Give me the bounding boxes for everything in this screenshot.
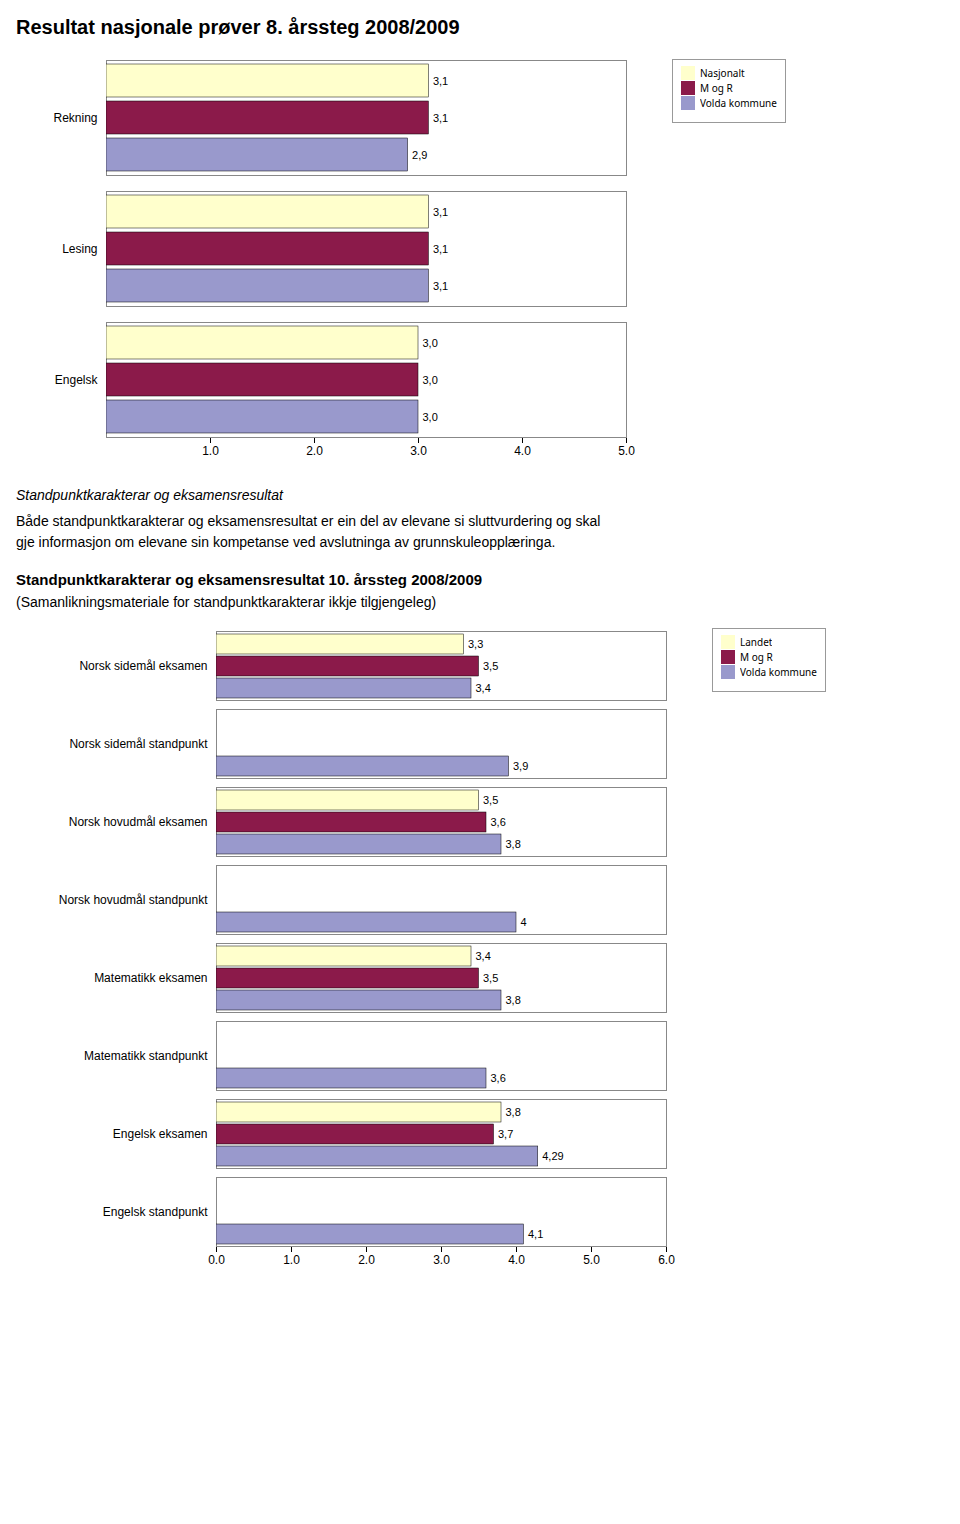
- svg-text:3,1: 3,1: [433, 206, 448, 218]
- svg-text:3,8: 3,8: [506, 838, 521, 850]
- svg-text:4.0: 4.0: [508, 1253, 525, 1267]
- svg-text:5.0: 5.0: [618, 444, 635, 458]
- svg-text:4,29: 4,29: [542, 1150, 563, 1162]
- svg-text:3,5: 3,5: [483, 794, 498, 806]
- svg-text:Matematikk standpunkt: Matematikk standpunkt: [84, 1049, 208, 1063]
- html-text:M og R: M og R: [700, 81, 733, 95]
- svg-text:Norsk sidemål standpunkt: Norsk sidemål standpunkt: [69, 737, 208, 751]
- svg-text:1.0: 1.0: [202, 444, 219, 458]
- svg-text:1.0: 1.0: [283, 1253, 300, 1267]
- svg-text:3,7: 3,7: [498, 1128, 513, 1140]
- html-text:Standpunktkarakterar og eksame: Standpunktkarakterar og eksamensresultat…: [16, 571, 483, 588]
- svg-text:3.0: 3.0: [433, 1253, 450, 1267]
- svg-text:3,9: 3,9: [513, 760, 528, 772]
- svg-text:3,0: 3,0: [423, 374, 438, 386]
- svg-text:3,6: 3,6: [491, 1072, 506, 1084]
- svg-text:4: 4: [521, 916, 527, 928]
- html-text:Volda kommune: Volda kommune: [700, 96, 777, 110]
- svg-text:5.0: 5.0: [583, 1253, 600, 1267]
- svg-text:Rekning: Rekning: [53, 111, 97, 125]
- svg-text:Engelsk eksamen: Engelsk eksamen: [113, 1127, 208, 1141]
- svg-text:2.0: 2.0: [306, 444, 323, 458]
- svg-text:3,6: 3,6: [491, 816, 506, 828]
- svg-text:2.0: 2.0: [358, 1253, 375, 1267]
- svg-text:Norsk hovudmål standpunkt: Norsk hovudmål standpunkt: [59, 893, 208, 907]
- svg-text:Norsk hovudmål eksamen: Norsk hovudmål eksamen: [69, 815, 208, 829]
- svg-text:Engelsk: Engelsk: [55, 373, 99, 387]
- svg-text:Matematikk eksamen: Matematikk eksamen: [94, 971, 207, 985]
- html-text:Nasjonalt: Nasjonalt: [700, 66, 745, 80]
- svg-text:2,9: 2,9: [412, 149, 427, 161]
- svg-text:3,1: 3,1: [433, 280, 448, 292]
- svg-text:Norsk sidemål eksamen: Norsk sidemål eksamen: [79, 659, 207, 673]
- svg-text:3,1: 3,1: [433, 112, 448, 124]
- svg-text:0.0: 0.0: [208, 1253, 225, 1267]
- svg-text:3,4: 3,4: [476, 682, 491, 694]
- svg-text:3,4: 3,4: [476, 950, 491, 962]
- svg-text:3,0: 3,0: [423, 411, 438, 423]
- svg-text:Lesing: Lesing: [62, 242, 97, 256]
- svg-text:3.0: 3.0: [410, 444, 427, 458]
- svg-text:6.0: 6.0: [658, 1253, 675, 1267]
- svg-text:3,1: 3,1: [433, 75, 448, 87]
- svg-text:Engelsk standpunkt: Engelsk standpunkt: [103, 1205, 208, 1219]
- html-text:Både standpunktkarakterar og e: Både standpunktkarakterar og eksamensres…: [16, 513, 601, 550]
- svg-text:3,5: 3,5: [483, 660, 498, 672]
- html-text:Landet: Landet: [740, 635, 773, 649]
- html-text:Resultat nasjonale prøver 8. å: Resultat nasjonale prøver 8. årssteg 200…: [16, 16, 460, 38]
- svg-text:3,3: 3,3: [468, 638, 483, 650]
- svg-text:4,1: 4,1: [528, 1228, 543, 1240]
- svg-text:3,5: 3,5: [483, 972, 498, 984]
- html-text:Volda kommune: Volda kommune: [740, 665, 817, 679]
- svg-text:4.0: 4.0: [514, 444, 531, 458]
- svg-text:3,8: 3,8: [506, 1106, 521, 1118]
- html-text:M og R: M og R: [740, 650, 773, 664]
- svg-text:3,0: 3,0: [423, 337, 438, 349]
- html-text:(Samanlikningsmateriale for st: (Samanlikningsmateriale for standpunktka…: [16, 594, 437, 610]
- svg-text:3,1: 3,1: [433, 243, 448, 255]
- svg-text:3,8: 3,8: [506, 994, 521, 1006]
- html-text:Standpunktkarakterar og eksame: Standpunktkarakterar og eksamensresultat: [16, 487, 283, 503]
